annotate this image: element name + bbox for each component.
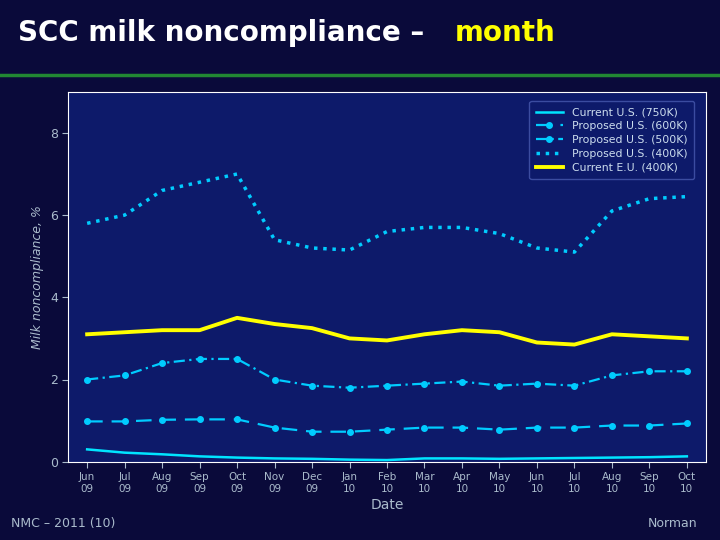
Text: Norman: Norman <box>648 517 698 530</box>
Text: SCC milk noncompliance –: SCC milk noncompliance – <box>18 19 434 47</box>
Text: month: month <box>455 19 556 47</box>
Legend: Current U.S. (750K), Proposed U.S. (600K), Proposed U.S. (500K), Proposed U.S. (: Current U.S. (750K), Proposed U.S. (600K… <box>529 101 694 179</box>
Y-axis label: Milk noncompliance, %: Milk noncompliance, % <box>32 205 45 349</box>
X-axis label: Date: Date <box>370 498 404 512</box>
Text: NMC – 2011 (10): NMC – 2011 (10) <box>11 517 115 530</box>
